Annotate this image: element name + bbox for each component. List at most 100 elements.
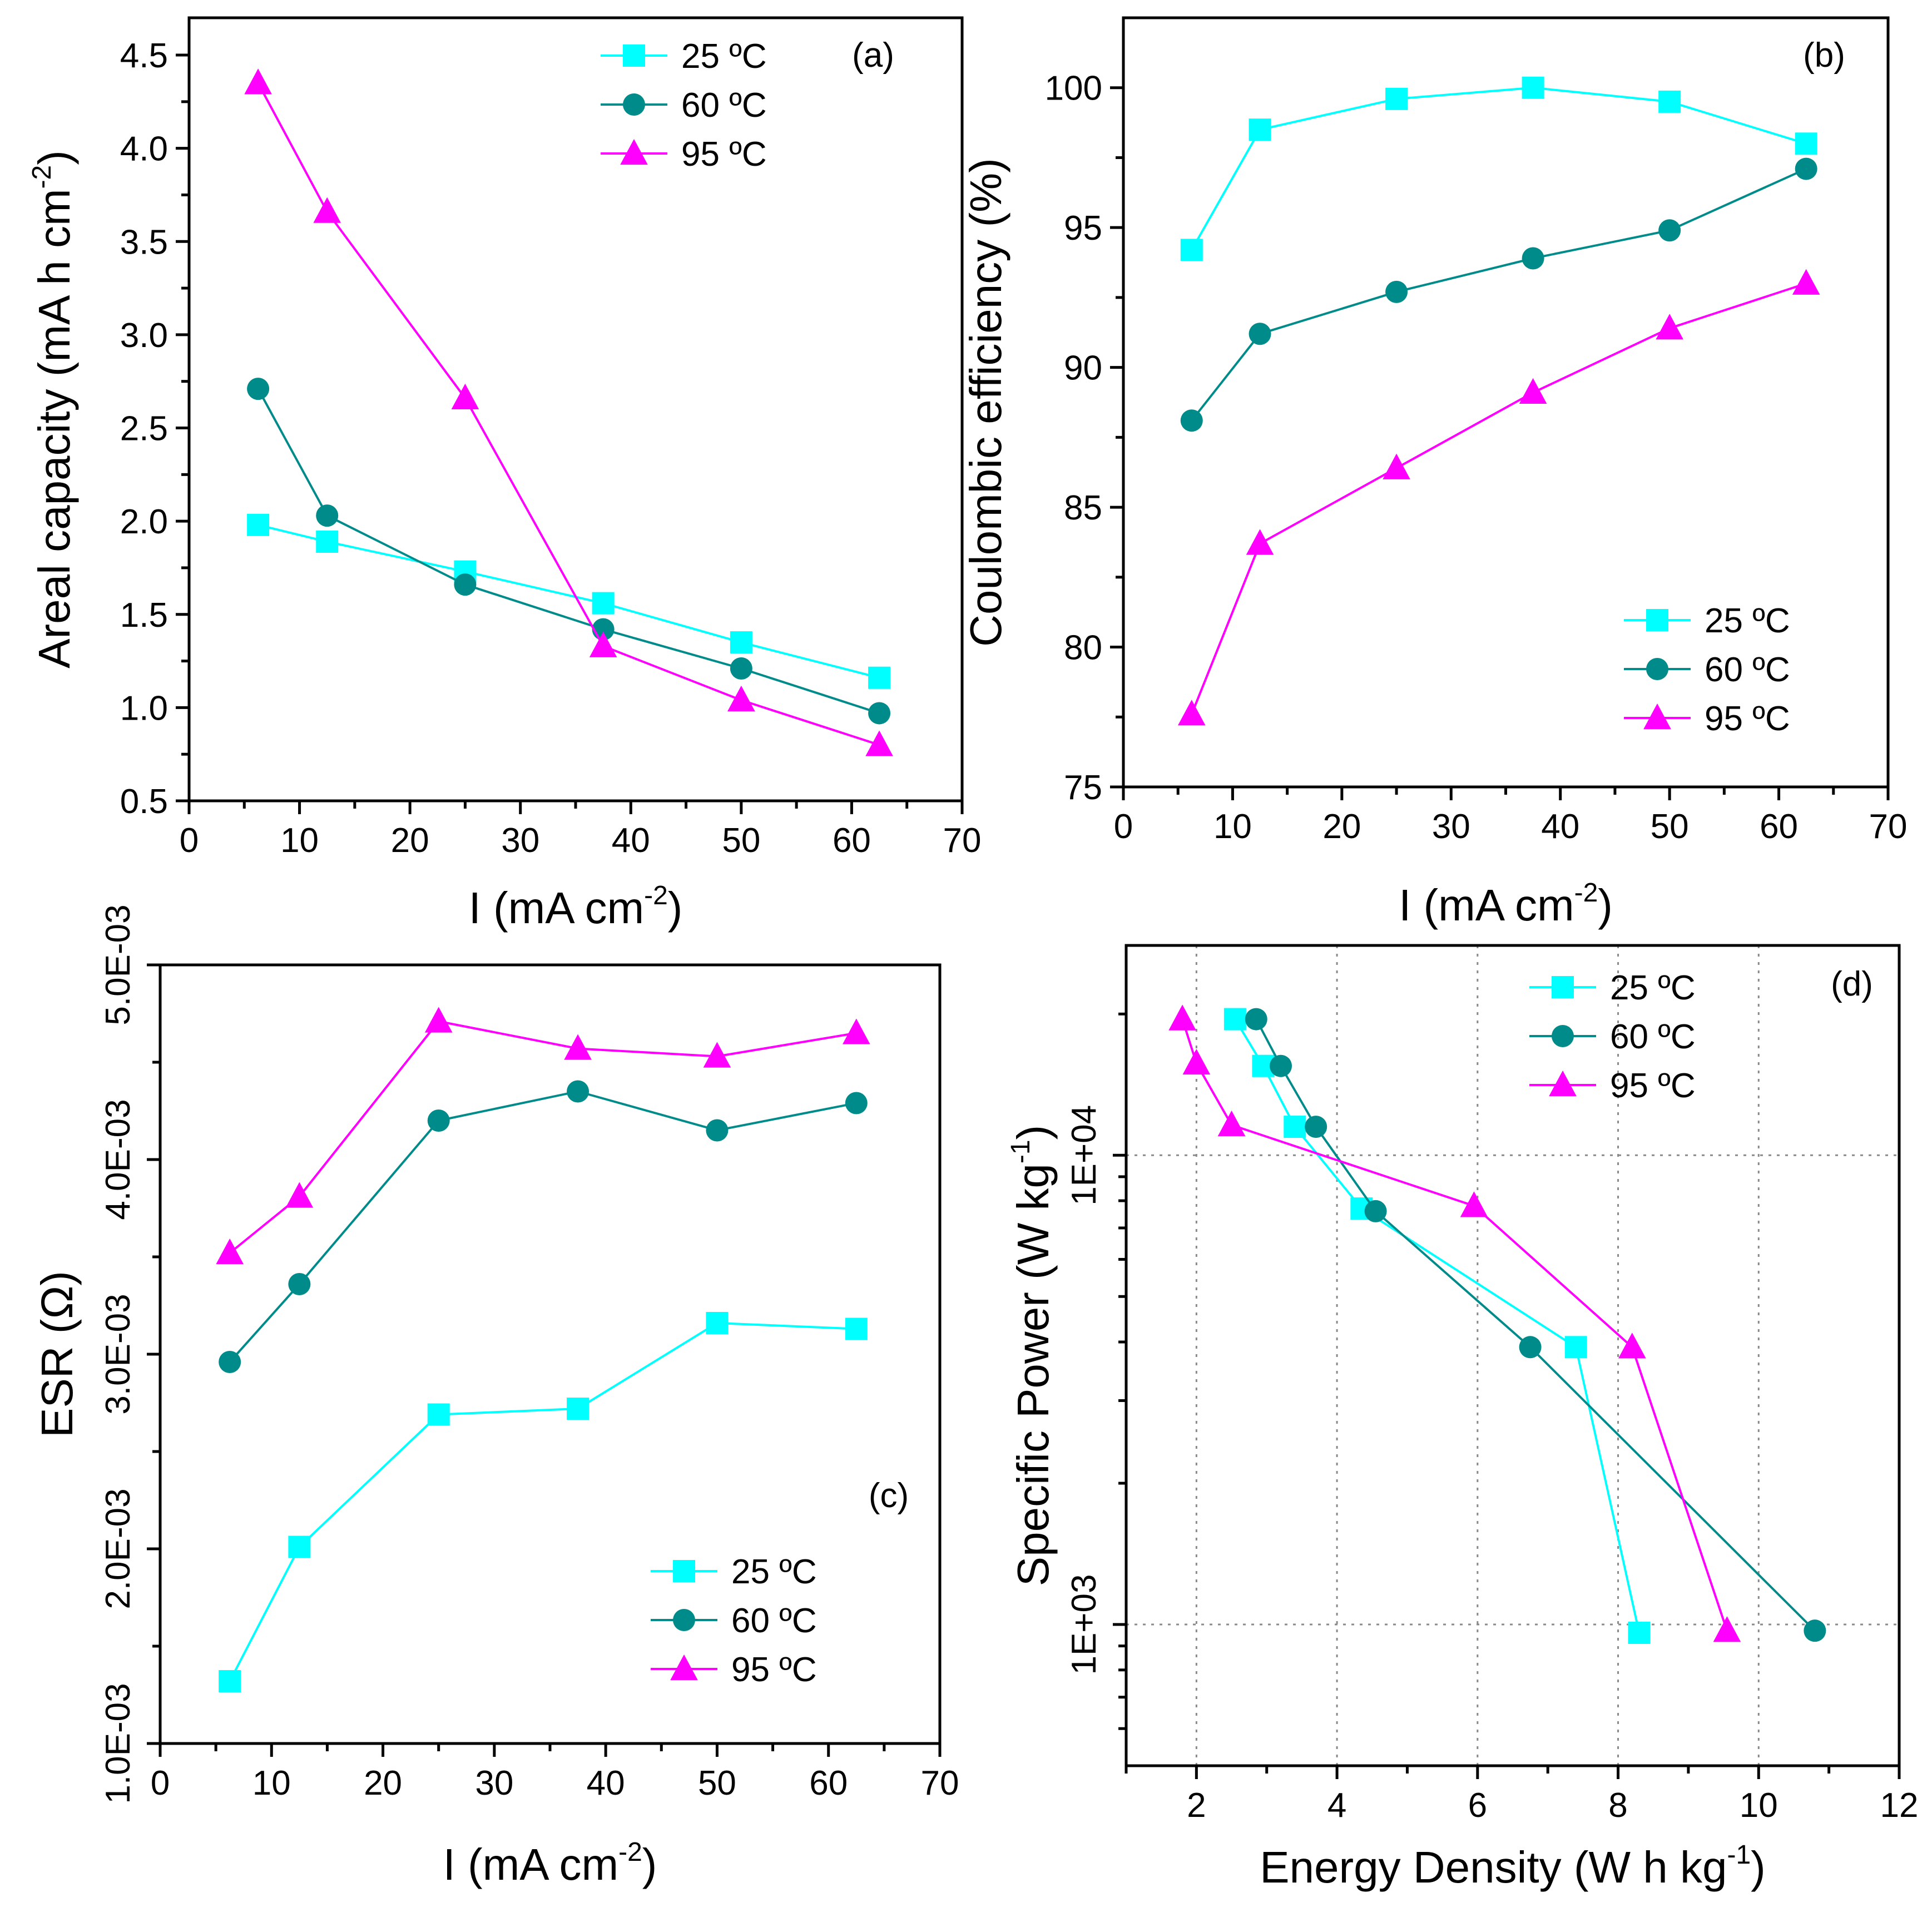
x-tick-label: 60 — [809, 1764, 848, 1802]
data-point — [1217, 1110, 1246, 1137]
y-tick-label: 90 — [1064, 349, 1102, 388]
legend-label: 95 ºC — [1705, 700, 1790, 738]
data-point — [1795, 157, 1817, 180]
series-line — [1190, 282, 1807, 715]
legend-item: 60 ºC — [1529, 1018, 1696, 1056]
series-95C — [1168, 1004, 1741, 1642]
series-line — [229, 1090, 857, 1363]
x-axis-title: I (mA cm-2) — [443, 1837, 657, 1889]
x-tick-label: 2 — [1187, 1786, 1206, 1825]
x-tick-label: 70 — [1869, 808, 1908, 846]
y-tick-label: 1.0 — [120, 689, 168, 727]
legend-label: 25 ºC — [1705, 602, 1790, 640]
legend-label: 25 ºC — [681, 37, 767, 76]
series-line — [257, 523, 880, 679]
x-tick-label: 20 — [1322, 808, 1361, 846]
x-tick-label: 30 — [475, 1764, 513, 1802]
legend-label: 95 ºC — [681, 135, 767, 174]
data-point — [424, 1007, 453, 1033]
legend-marker — [1549, 1070, 1577, 1097]
x-tick-label: 50 — [1651, 808, 1689, 846]
y-tick-label: 3.0 — [120, 316, 168, 355]
data-point — [845, 1092, 868, 1114]
y-tick-label: 95 — [1064, 209, 1102, 247]
data-point — [1223, 1008, 1246, 1031]
y-tick-label: 2.0 — [120, 503, 168, 541]
data-point — [845, 1317, 868, 1340]
data-point — [316, 504, 339, 527]
legend-item: 60 ºC — [601, 86, 767, 125]
data-point — [1249, 323, 1271, 345]
x-tick-label: 20 — [364, 1764, 402, 1802]
legend-marker — [623, 93, 645, 116]
legend: 25 ºC 60 ºC 95 ºC — [1624, 602, 1790, 738]
legend-item: 25 ºC — [651, 1553, 817, 1591]
data-point — [1519, 378, 1547, 404]
x-tick-label: 40 — [1541, 808, 1579, 846]
series-line — [257, 82, 880, 746]
y-tick-label: 1E+03 — [1065, 1574, 1103, 1675]
data-point — [451, 383, 479, 410]
data-point — [1522, 247, 1544, 270]
series-60C — [247, 378, 891, 725]
data-point — [1385, 87, 1408, 110]
panel-label: (c) — [869, 1477, 909, 1515]
legend-label: 60 ºC — [681, 86, 767, 125]
data-point — [219, 1670, 241, 1692]
data-point — [427, 1403, 450, 1426]
data-point — [1519, 1336, 1542, 1359]
data-point — [1284, 1116, 1306, 1138]
x-tick-label: 30 — [1432, 808, 1470, 846]
legend-marker — [1552, 1025, 1574, 1047]
data-point — [1658, 219, 1681, 242]
data-point — [288, 1273, 311, 1295]
data-point — [1383, 453, 1410, 479]
panel-label: (b) — [1803, 36, 1845, 75]
data-point — [1658, 90, 1681, 113]
legend-marker — [670, 1654, 698, 1681]
data-point — [1795, 132, 1817, 155]
y-tick-label: 1.5 — [120, 596, 168, 635]
x-tick-label: 10 — [280, 821, 319, 860]
data-point — [244, 68, 272, 95]
legend-marker — [673, 1609, 695, 1631]
data-point — [703, 1042, 731, 1068]
x-tick-label: 40 — [587, 1764, 625, 1802]
panel-label: (d) — [1831, 965, 1873, 1003]
legend-marker — [620, 138, 648, 165]
legend: 25 ºC 60 ºC 95 ºC — [601, 37, 767, 174]
x-tick-label: 70 — [921, 1764, 959, 1802]
legend-label: 95 ºC — [731, 1651, 817, 1689]
legend-item: 95 ºC — [1529, 1067, 1696, 1105]
y-axis-title: Specific Power (W kg-1) — [1006, 1125, 1058, 1587]
y-tick-label: 0.5 — [120, 782, 168, 821]
legend-marker — [1552, 976, 1574, 998]
series-25C — [219, 1312, 868, 1692]
legend: 25 ºC 60 ºC 95 ºC — [651, 1553, 817, 1689]
data-point — [868, 702, 891, 725]
y-axis-title: Coulombic efficiency (%) — [961, 158, 1010, 647]
x-tick-label: 0 — [180, 821, 199, 860]
data-point — [1246, 529, 1274, 555]
series-25C — [247, 513, 891, 689]
legend-label: 60 ºC — [1705, 651, 1790, 689]
x-tick-label: 0 — [151, 1764, 170, 1802]
data-point — [1792, 269, 1820, 295]
legend-label: 60 ºC — [1610, 1018, 1696, 1056]
data-point — [454, 573, 477, 596]
y-tick-label: 3.5 — [120, 223, 168, 261]
data-point — [247, 378, 270, 400]
data-point — [564, 1034, 592, 1060]
x-tick-label: 50 — [698, 1764, 736, 1802]
series-line — [1191, 167, 1807, 422]
data-point — [730, 631, 752, 654]
data-point — [219, 1351, 241, 1373]
panel-c: 0 10 20 30 40 50 60 70 1.0E-03 2.0E-03 3.0E-03 4.0E… — [32, 904, 959, 1889]
x-tick-label: 6 — [1468, 1786, 1487, 1825]
legend-item: 25 ºC — [601, 37, 767, 76]
legend: 25 ºC 60 ºC 95 ºC — [1529, 969, 1696, 1105]
data-point — [427, 1109, 450, 1132]
data-point — [1180, 239, 1203, 261]
legend-label: 60 ºC — [731, 1602, 817, 1640]
